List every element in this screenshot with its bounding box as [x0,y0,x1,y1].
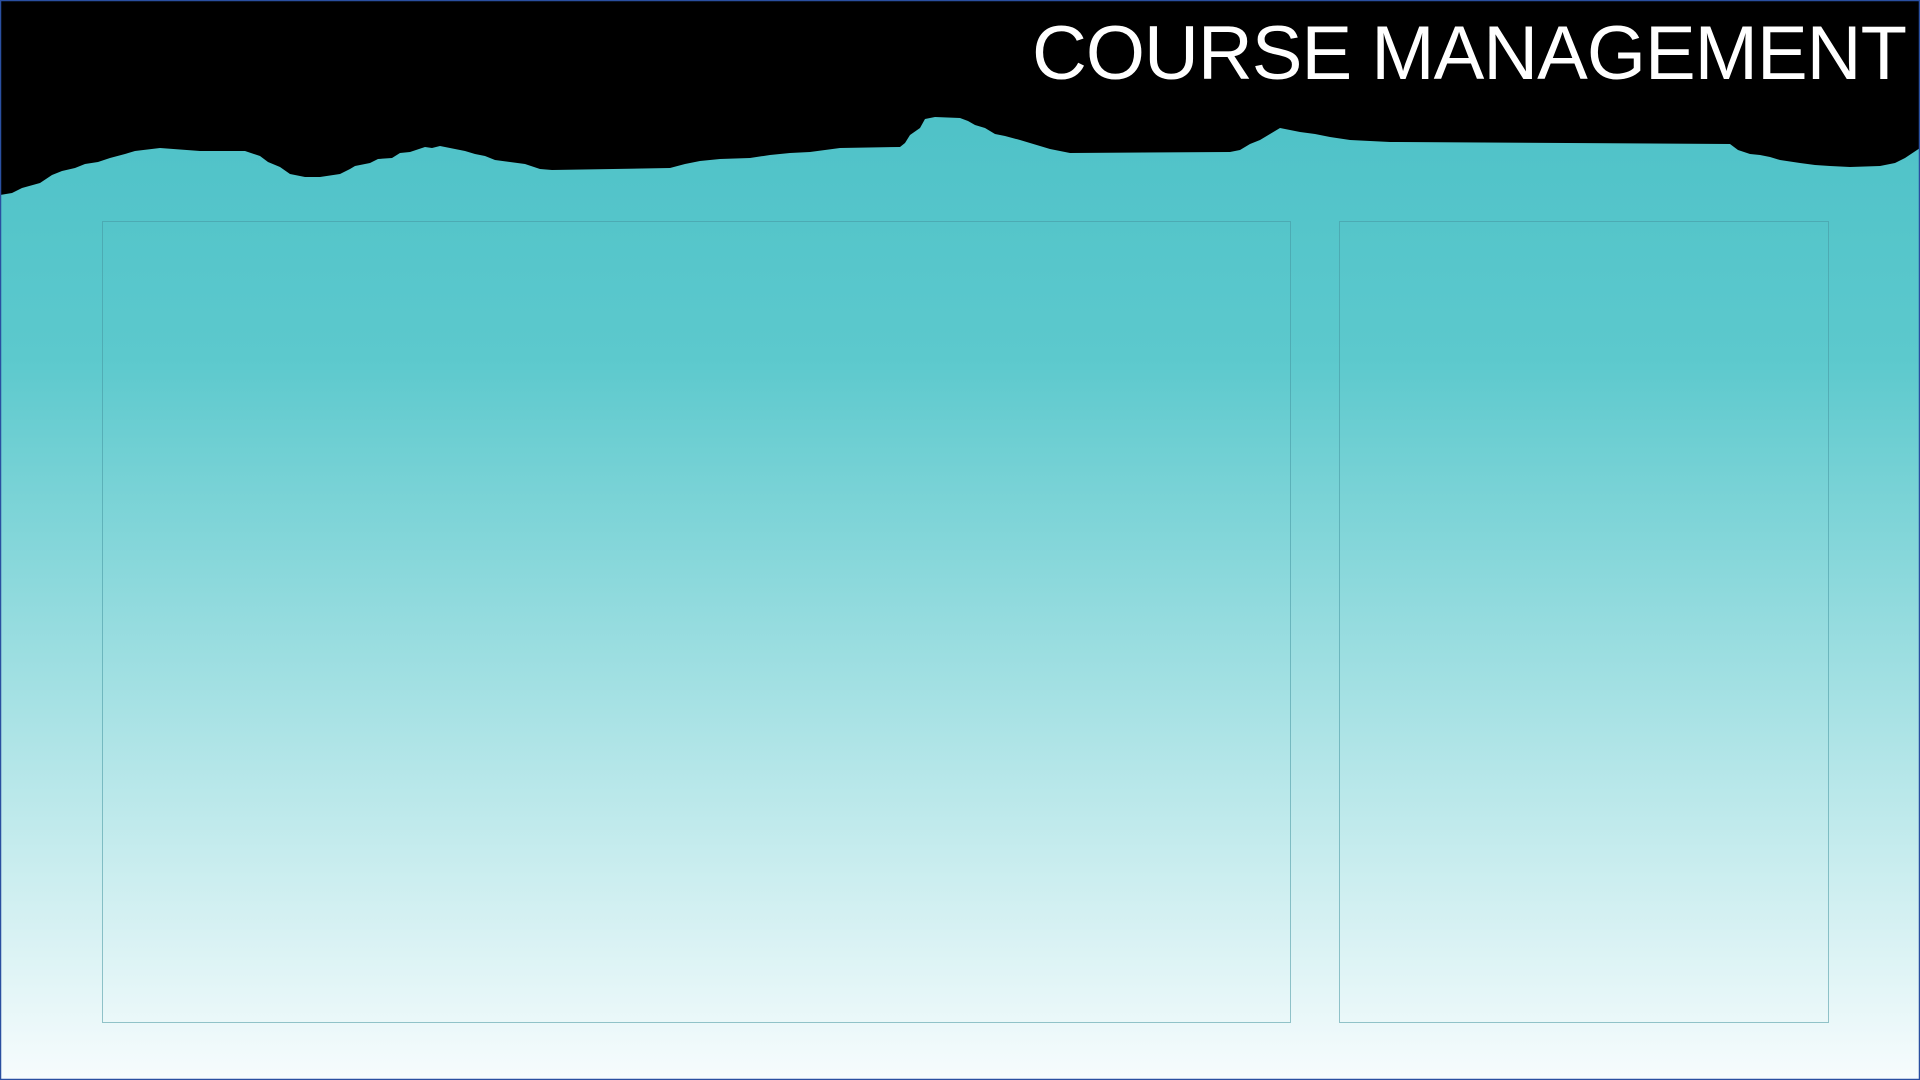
page-title: COURSE MANAGEMENT [1032,11,1907,96]
main-content-panel [102,221,1291,1023]
teal-ridge-gradient [0,117,1920,1080]
side-content-panel [1339,221,1829,1023]
